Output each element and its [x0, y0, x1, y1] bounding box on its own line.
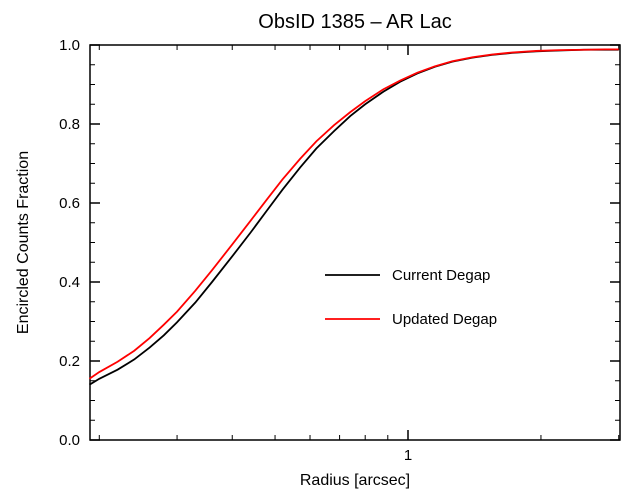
x-axis-title: Radius [arcsec]	[300, 472, 410, 489]
ytick-label: 0.4	[59, 274, 80, 291]
plot-title: ObsID 1385 – AR Lac	[258, 11, 451, 33]
legend-label: Current Degap	[392, 267, 490, 284]
ecf-chart: 0.0 0.2 0.4 0.6 0.8 1.0 1 Current Degap Updated …	[0, 0, 637, 504]
series-line-0	[89, 50, 618, 385]
ytick-label: 0.2	[59, 353, 80, 370]
chart-svg: 0.0 0.2 0.4 0.6 0.8 1.0 1 Current Degap Updated …	[0, 0, 637, 504]
ytick-label: 1.0	[59, 37, 80, 54]
plot-frame	[90, 45, 620, 440]
ytick-label: 0.0	[59, 432, 80, 449]
ytick-label: 0.6	[59, 195, 80, 212]
xtick-label: 1	[404, 447, 412, 464]
y-axis-title: Encircled Counts Fraction	[15, 151, 32, 334]
legend-label: Updated Degap	[392, 311, 497, 328]
ytick-label: 0.8	[59, 116, 80, 133]
